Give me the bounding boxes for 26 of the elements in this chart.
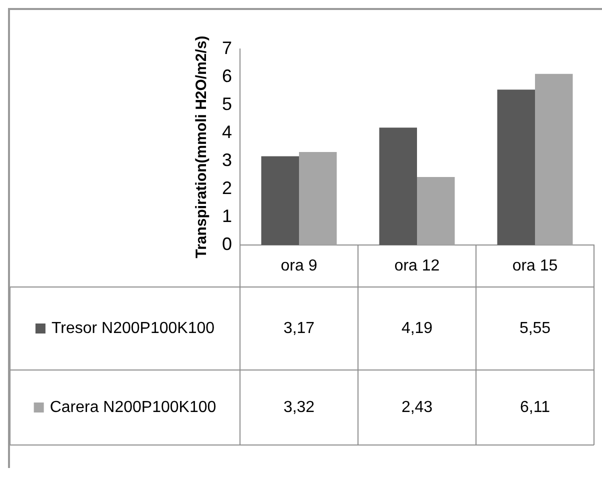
x-tick-label: ora 9 [280, 257, 318, 274]
data-label: 3,17 [283, 320, 315, 337]
data-label: 2,43 [401, 398, 433, 416]
legend-label: Carera N200P100K100 [50, 398, 216, 416]
bar [379, 128, 417, 245]
bar [417, 176, 455, 245]
y-tick-label: 6 [222, 66, 232, 86]
data-label: 5,55 [519, 320, 551, 337]
y-tick-label: 3 [222, 150, 232, 170]
bar [535, 74, 573, 245]
y-tick-label: 5 [222, 94, 232, 114]
x-tick-label: ora 15 [512, 257, 558, 274]
data-label: 3,32 [283, 398, 315, 416]
legend-label: Tresor N200P100K100 [51, 320, 215, 337]
y-tick-label: 2 [222, 178, 232, 198]
x-tick-label: ora 12 [394, 257, 440, 274]
y-tick-label: 1 [222, 206, 232, 226]
bar [261, 156, 299, 245]
y-tick-label: 0 [222, 234, 232, 254]
y-axis-title: Transpiration(mmoli H2O/m2/s) [193, 36, 210, 258]
bar [497, 90, 535, 245]
bar [299, 152, 337, 245]
data-label: 6,11 [520, 398, 550, 416]
data-label: 4,19 [401, 320, 433, 337]
y-tick-label: 7 [222, 38, 232, 58]
y-tick-label: 4 [222, 122, 232, 142]
